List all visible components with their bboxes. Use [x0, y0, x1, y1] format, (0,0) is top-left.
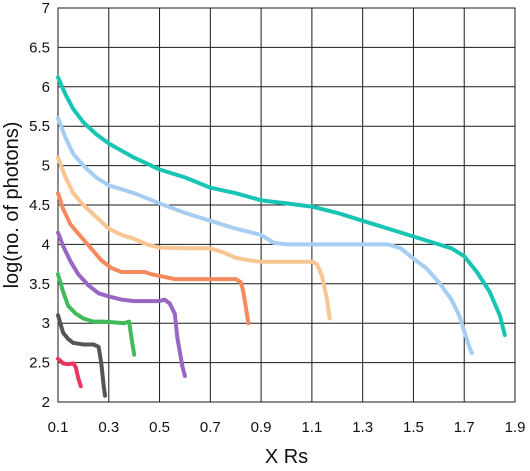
series-line-3: [56, 272, 137, 357]
series-line-1: [56, 356, 83, 389]
y-tick-label: 3: [42, 315, 50, 332]
series-line-4: [56, 230, 187, 378]
x-tick-label: 0.9: [251, 419, 272, 436]
series-layer: [56, 75, 507, 398]
y-tick-label: 7: [42, 0, 50, 17]
series-line-7: [56, 116, 474, 356]
y-tick-label: 6.5: [29, 39, 50, 56]
x-tick-label: 0.3: [98, 419, 119, 436]
x-tick-label: 1.3: [352, 419, 373, 436]
series-line-5: [56, 191, 251, 326]
y-tick-label: 6: [42, 79, 50, 96]
y-tick-label: 2.5: [29, 355, 50, 372]
series-line-8: [56, 75, 507, 337]
y-axis-label: log(no. of photons): [1, 122, 23, 289]
y-tick-label: 5: [42, 158, 50, 175]
y-tick-label: 5.5: [29, 118, 50, 135]
x-tick-label: 0.7: [200, 419, 221, 436]
y-axis-ticks: 2 2.5 3 3.5 4 4.5 5 5.5 6 6.5 7: [29, 0, 50, 411]
x-tick-label: 1.7: [454, 419, 475, 436]
y-tick-label: 3.5: [29, 276, 50, 293]
x-tick-label: 1.9: [505, 419, 526, 436]
series-line-2: [56, 313, 107, 398]
x-tick-label: 1.1: [301, 419, 322, 436]
series-line-6: [56, 155, 332, 321]
x-axis-ticks: 0.1 0.3 0.5 0.7 0.9 1.1 1.3 1.5 1.7 1.9: [48, 419, 526, 436]
plot-frame: [57, 7, 516, 403]
x-tick-label: 0.5: [149, 419, 170, 436]
x-tick-label: 1.5: [403, 419, 424, 436]
x-tick-label: 0.1: [48, 419, 69, 436]
y-tick-label: 2: [42, 394, 50, 411]
y-tick-label: 4: [42, 236, 50, 253]
x-axis-label: X Rs: [265, 446, 308, 468]
y-tick-label: 4.5: [29, 197, 50, 214]
